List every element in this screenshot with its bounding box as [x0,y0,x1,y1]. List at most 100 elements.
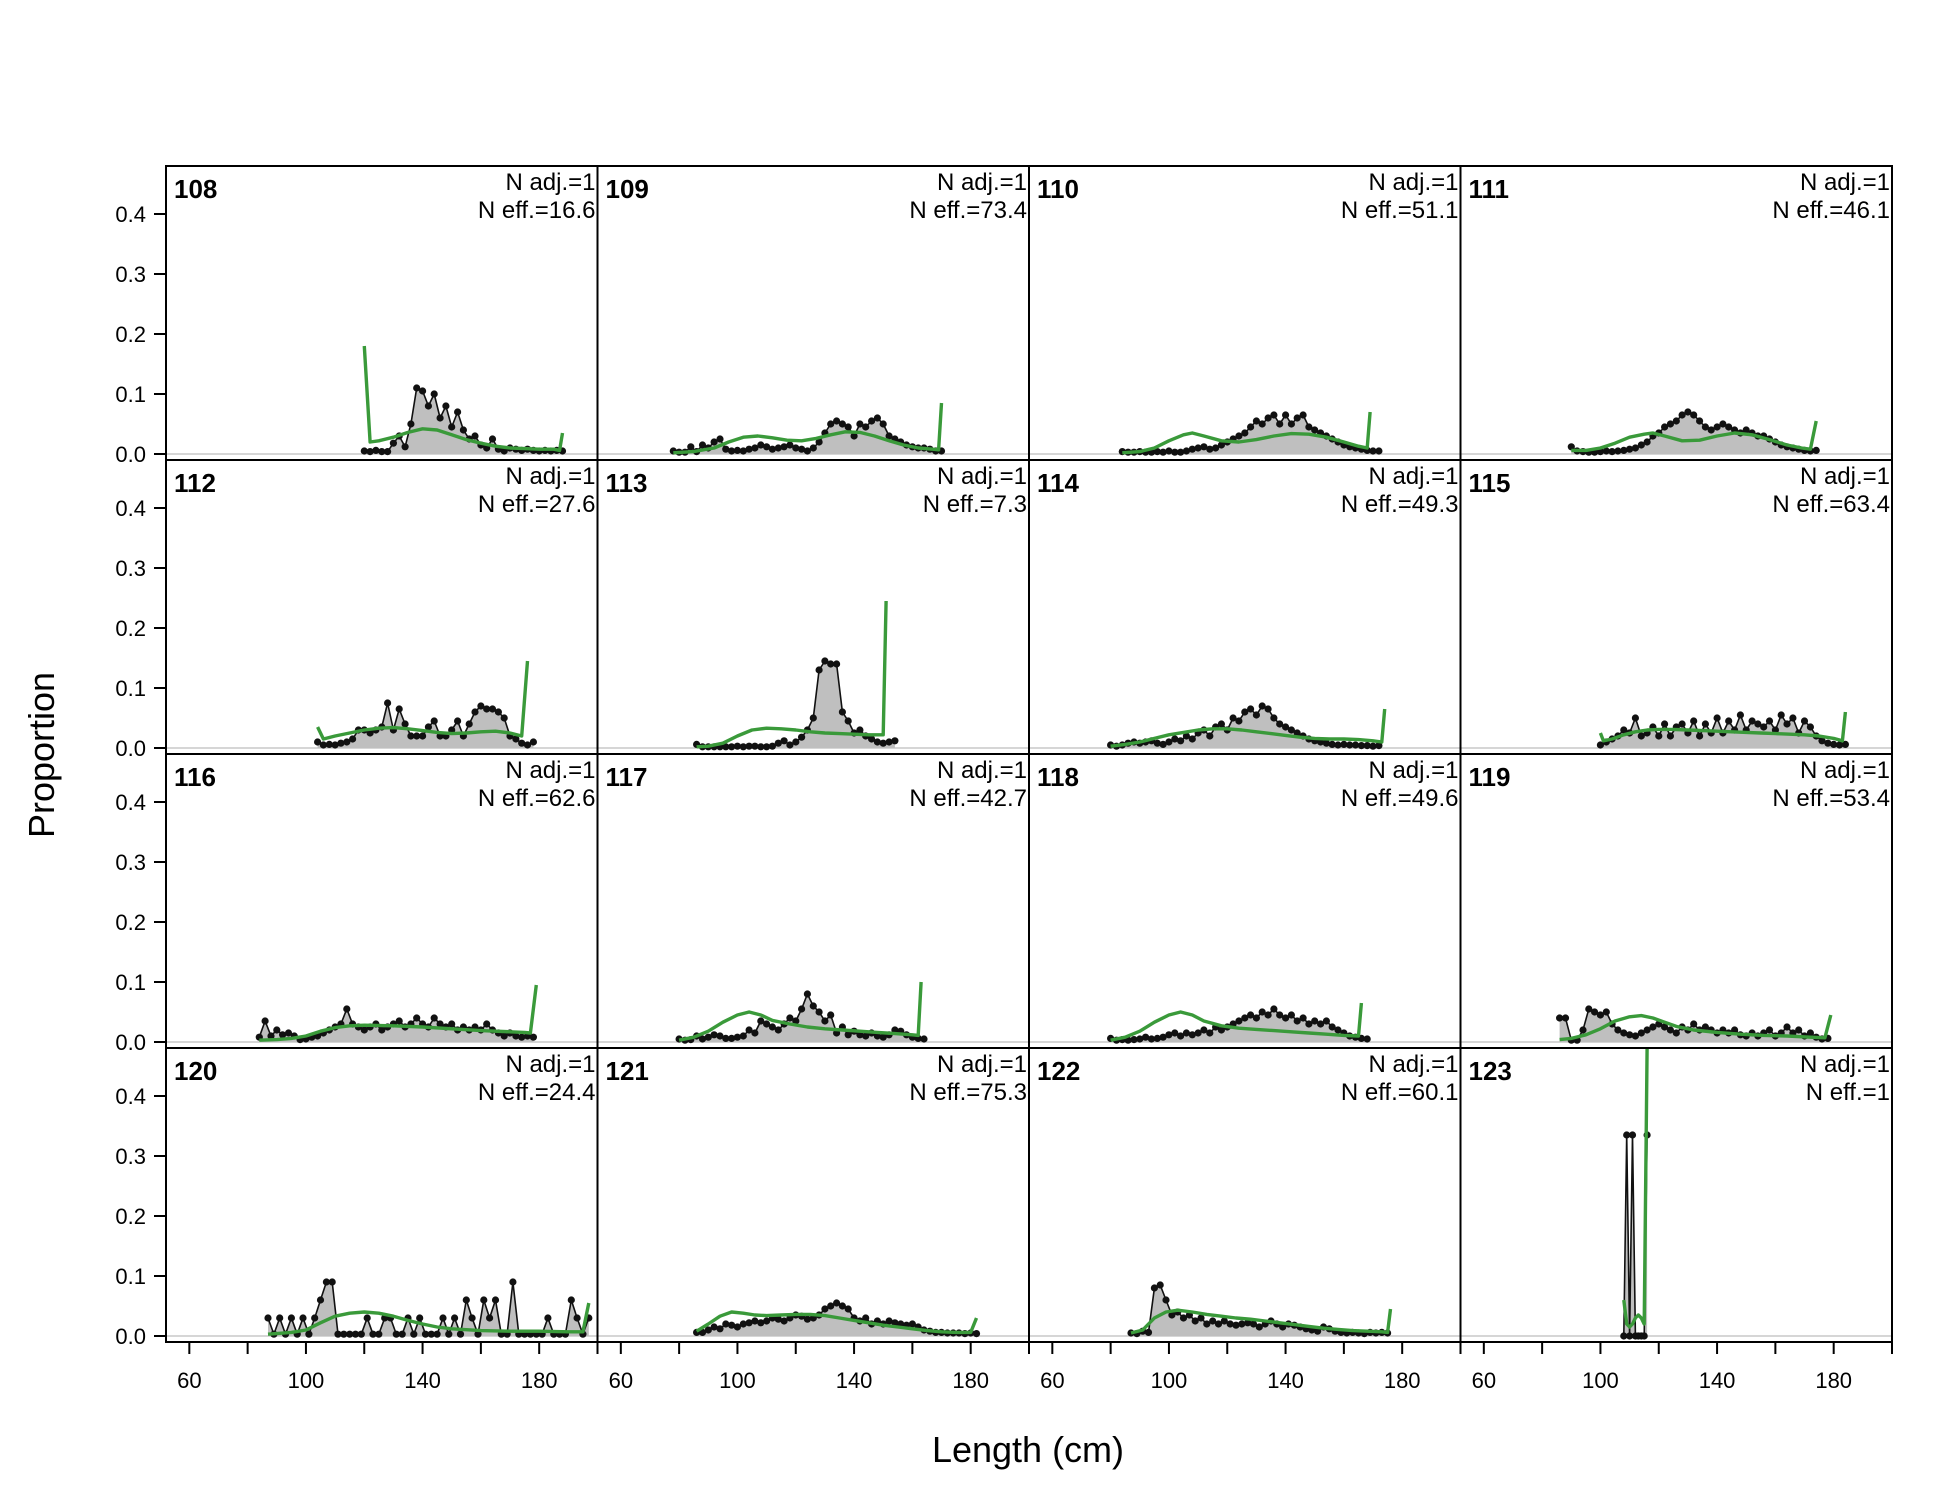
observed-point [436,414,444,422]
observed-point [1631,1032,1639,1040]
observed-point [1771,726,1779,734]
observed-point [1375,447,1383,455]
observed-point [1754,720,1762,728]
observed-point [471,432,479,440]
observed-point [803,1315,812,1323]
observed-point [1188,445,1196,453]
n-eff-label: N eff.=75.3 [909,1079,1027,1106]
expected-line [362,345,565,453]
observed-point [1197,1314,1205,1322]
observed-point [786,741,794,749]
observed-point [1742,426,1750,434]
expected-line [673,402,944,455]
observed-point [407,732,415,740]
observed-point [471,708,479,716]
observed-point [1713,423,1721,431]
observed-point [430,390,438,398]
panel-label: 118 [1037,762,1079,792]
observed-point [334,1330,342,1338]
observed-point [1214,1320,1223,1328]
observed-point [1363,742,1371,750]
n-eff-label: N eff.=51.1 [1341,197,1459,224]
observed-point [1276,420,1284,428]
observed-point [454,717,462,725]
panel-plot-area [597,402,1029,456]
observed-point [1156,1281,1164,1289]
observed-point [827,420,835,428]
y-tick-label: 0.0 [115,736,146,761]
observed-point [873,738,882,746]
observed-point [920,1035,928,1043]
observed-point [287,1314,295,1322]
observed-point [1182,1029,1190,1037]
observed-point [792,1017,800,1025]
panel-plot-area [1460,408,1892,456]
observed-point [413,732,421,740]
observed-point [1235,432,1243,440]
observed-point [1696,732,1704,740]
observed-point [398,1330,406,1338]
observed-point [1203,1320,1211,1328]
observed-point [1626,1031,1634,1039]
observed-point [1188,1031,1196,1039]
observed-point [1678,720,1686,728]
n-adj-label: N adj.=1 [505,463,595,490]
observed-point [439,1314,447,1322]
observed-point [728,1321,736,1329]
observed-point [1206,1029,1214,1037]
observed-point [827,660,835,668]
observed-point [1596,741,1604,749]
observed-point [815,438,823,446]
observed-point [1334,741,1342,749]
observed-point [879,1033,887,1041]
observed-point [774,1026,782,1034]
observed-point [751,444,759,452]
observed-point [384,699,392,707]
observed-point [1812,446,1820,454]
observed-point [419,732,427,740]
observed-point [500,1032,508,1040]
panel-plot-area [166,660,598,749]
observed-point [349,735,357,743]
observed-point [809,1002,817,1010]
observed-point [1795,1026,1803,1034]
observed-point [305,1330,313,1338]
observed-point [1357,742,1365,750]
observed-point [885,1317,893,1325]
observed-point [407,420,415,428]
observed-point [451,1314,459,1322]
expected-line [1571,420,1818,453]
n-eff-label: N eff.=62.6 [478,785,596,812]
observed-point [384,448,392,456]
observed-point [739,1032,747,1040]
observed-point [1736,711,1744,719]
n-eff-label: N eff.=73.4 [909,197,1027,224]
observed-point [821,657,829,665]
panel-plot-area [1460,1048,1892,1340]
observed-point [1789,714,1797,722]
observed-point [1328,740,1336,749]
observed-point [1270,411,1278,419]
observed-point [1783,1023,1791,1031]
observed-point [1171,735,1179,743]
observed-point [745,1026,753,1034]
observed-point [1293,729,1301,737]
observed-point [1334,1026,1342,1034]
observed-point [739,1320,747,1328]
y-tick-label: 0.1 [115,676,146,701]
observed-point [868,417,876,425]
observed-point [378,448,386,456]
n-adj-label: N adj.=1 [1368,463,1458,490]
observed-point [1620,446,1628,454]
observed-point [1179,1314,1188,1322]
observed-point [1165,1031,1173,1039]
observed-point [1276,720,1284,728]
panel-border [1459,1047,1893,1343]
observed-point [763,743,771,751]
observed-point [1159,448,1167,456]
observed-point [733,1323,742,1331]
expected-line [1110,1002,1364,1042]
observed-point [1556,1014,1564,1022]
observed-point [1666,1026,1674,1034]
observed-point [1264,1011,1272,1019]
